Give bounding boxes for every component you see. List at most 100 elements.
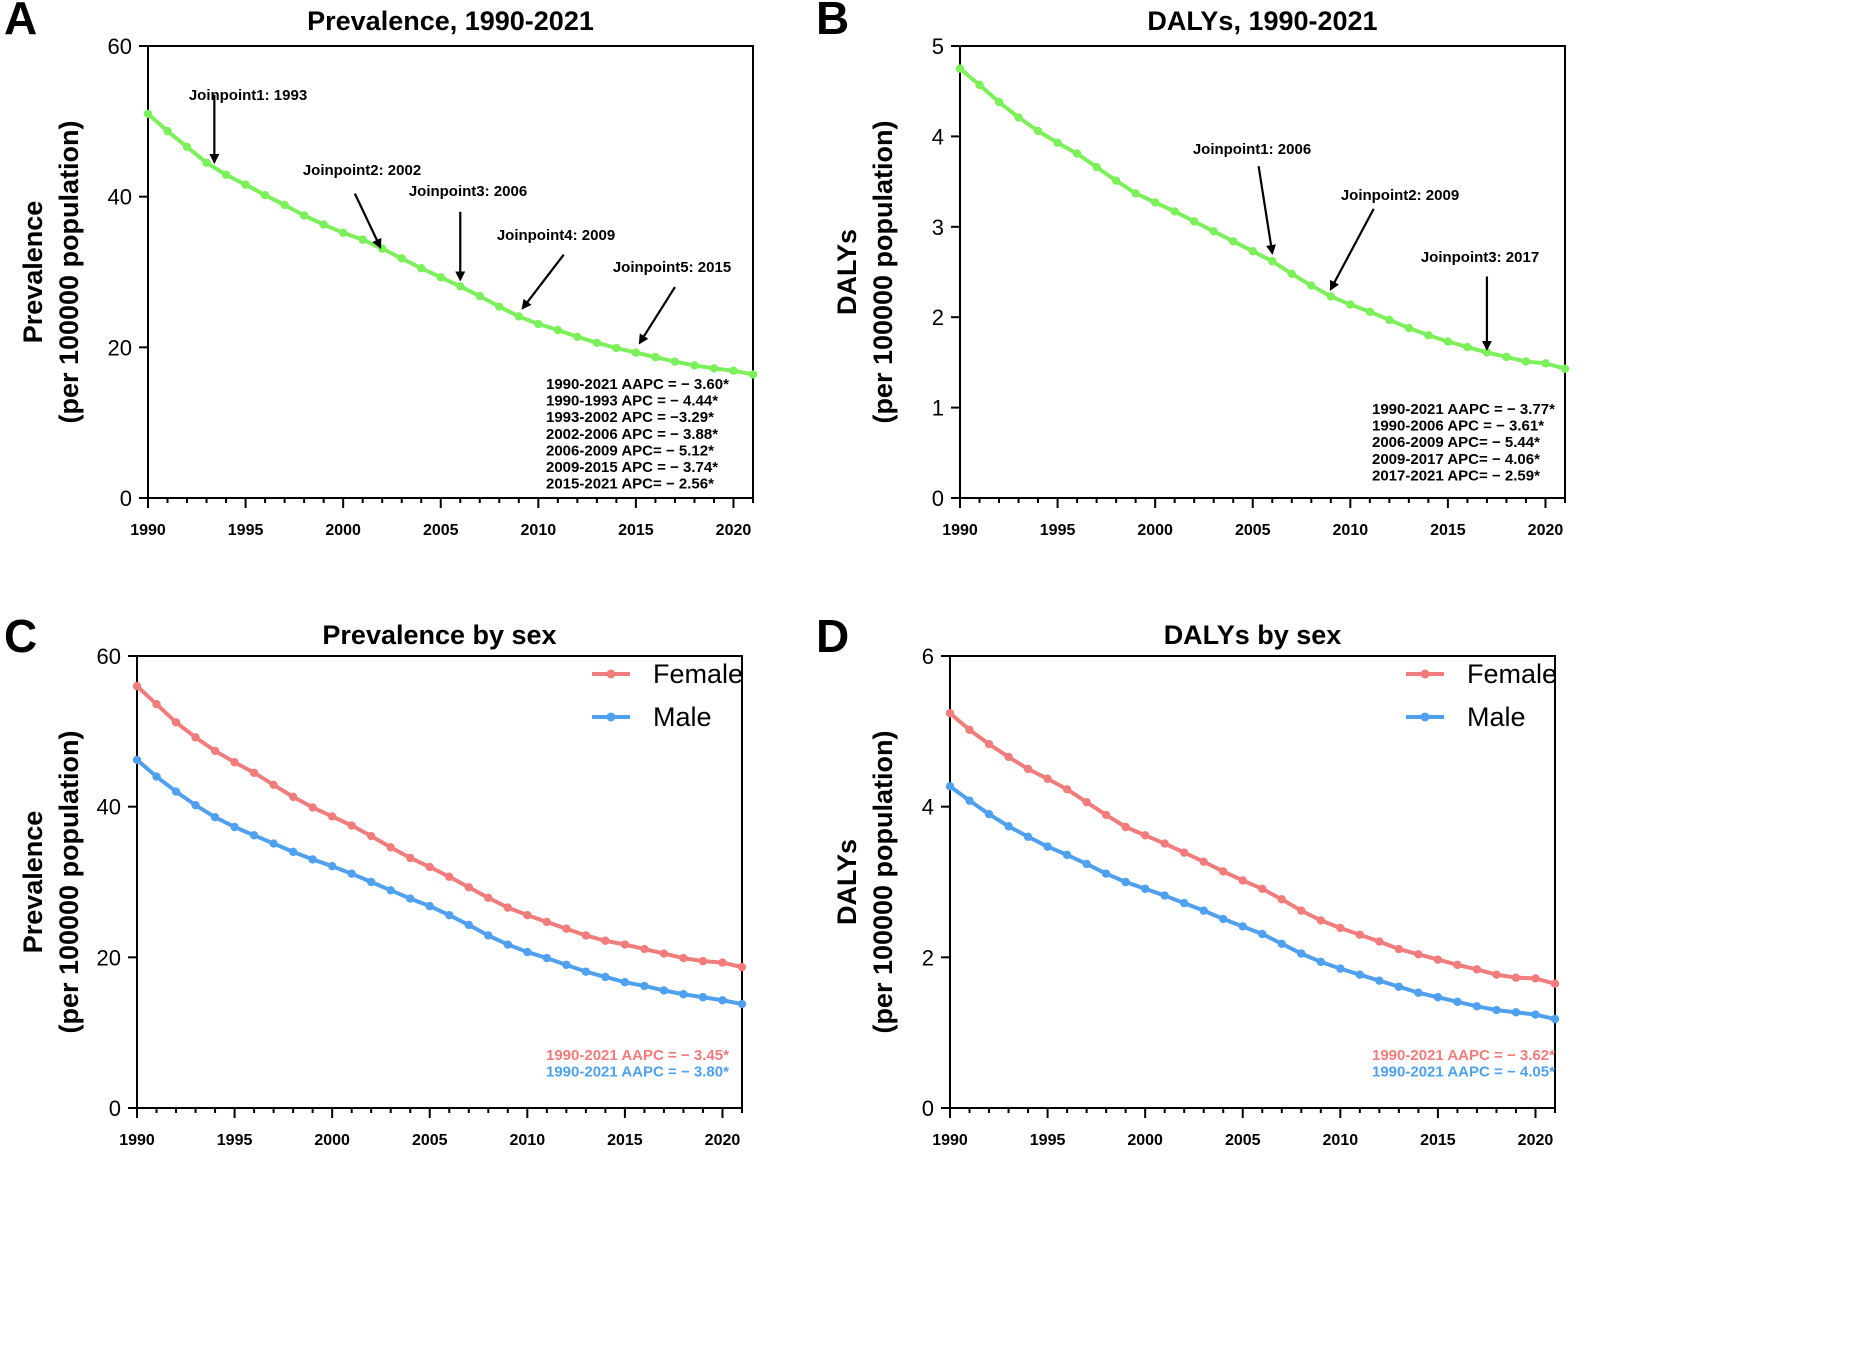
data-point [1472,965,1482,974]
data-point [249,831,259,840]
data-point [514,312,524,321]
data-point [397,254,406,263]
series-line-female [948,711,1556,986]
series-female [945,709,1560,988]
y-tick-label: 6 [922,644,934,669]
data-point [1297,906,1306,915]
data-point [210,746,220,756]
data-point [1375,976,1384,985]
panel-letter: C [4,610,37,662]
x-tick-label: 2000 [314,1132,350,1149]
joinpoint-label: Joinpoint5: 2015 [613,259,731,276]
x-tick-label: 2005 [1235,522,1271,539]
series-line-dalys [958,67,1566,371]
stat-line: 1990-2021 AAPC = − 3.45* [546,1047,729,1064]
data-point [1336,964,1345,973]
y-tick-label: 1 [932,396,944,421]
data-point [299,211,309,220]
data-point [1043,842,1052,851]
stat-line: 1990-2006 APC = − 3.61* [1372,418,1544,435]
data-point [1053,138,1062,147]
data-point [1160,839,1169,848]
stat-line: 1990-2021 AAPC = − 3.62* [1372,1047,1555,1064]
data-point [620,977,630,987]
data-point [1365,307,1375,316]
joinpoint-label: Joinpoint2: 2002 [303,162,421,179]
joinpoint-label: Joinpoint3: 2017 [1421,249,1539,266]
data-point [1414,950,1423,959]
chart-panel-b: B DALYs, 1990-2021 DALYs (per 100000 popula… [816,0,1570,539]
data-point [1150,198,1160,207]
data-point [386,843,395,852]
data-point [210,813,220,822]
data-point [718,996,727,1005]
data-point [1082,797,1091,807]
x-tick-label: 1990 [119,1132,155,1149]
data-point [1453,997,1462,1006]
data-point [1443,337,1453,346]
y-tick-label: 2 [922,945,934,970]
data-point [288,792,298,802]
data-point [319,220,328,229]
data-point [1229,237,1238,246]
data-point [436,273,445,282]
data-point [562,924,571,933]
data-point [1346,300,1355,309]
chart-panel-a: A Prevalence, 1990-2021 Prevalence (per 100… [4,0,758,539]
data-point [1433,955,1443,964]
plot-frame [147,45,754,499]
data-point [503,940,513,949]
y-tick-label: 20 [108,335,132,360]
data-point [143,109,153,119]
stat-line: 2009-2015 APC = − 3.74* [546,459,718,476]
data-point [1121,877,1130,887]
y-tick-label: 0 [109,1096,121,1121]
data-point [1550,1014,1560,1024]
data-point [280,200,289,210]
data-point [1014,113,1023,122]
data-point [171,718,181,727]
joinpoint-arrow [521,254,565,310]
plot-frame [136,655,743,1109]
panel-letter: B [816,0,849,44]
data-point [1531,974,1540,983]
chart-title: DALYs by sex [1164,620,1342,650]
x-tick-label: 2005 [412,1132,448,1149]
x-tick-label: 1995 [1030,1132,1066,1149]
data-point [358,235,367,244]
data-point [202,158,211,167]
data-point [984,810,994,819]
y-tick-label: 4 [922,795,934,820]
series-line-prevalence [146,112,754,377]
data-point [659,986,669,995]
chart-title: Prevalence, 1990-2021 [307,6,594,36]
y-axis-title: Prevalence [18,811,48,954]
y-tick-label: 5 [932,34,944,59]
data-point [612,343,621,353]
data-point [425,901,434,911]
data-point [1560,364,1570,373]
data-point [495,302,504,311]
x-tick-label: 2000 [1127,1132,1163,1149]
data-point [308,803,317,812]
data-point [1521,357,1531,366]
x-tick-label: 2015 [1420,1132,1456,1149]
data-point [1219,914,1228,924]
data-point [1394,982,1404,991]
data-point [456,282,465,291]
chart-panel-c: C Prevalence by sex Prevalence (per 100000 … [4,610,747,1149]
joinpoint-label: Joinpoint1: 2006 [1193,141,1311,158]
data-point [601,972,610,982]
data-point [1433,993,1443,1002]
data-point [553,325,563,335]
data-point [1492,970,1501,979]
data-point [347,869,356,878]
data-point [484,893,493,903]
data-point [737,999,747,1009]
y-axis-unit: (per 100000 population) [868,120,898,423]
series-prevalence [143,109,758,379]
stat-line: 1990-1993 APC = − 4.44* [546,393,718,410]
y-tick-label: 3 [932,215,944,240]
data-point [1101,869,1111,878]
